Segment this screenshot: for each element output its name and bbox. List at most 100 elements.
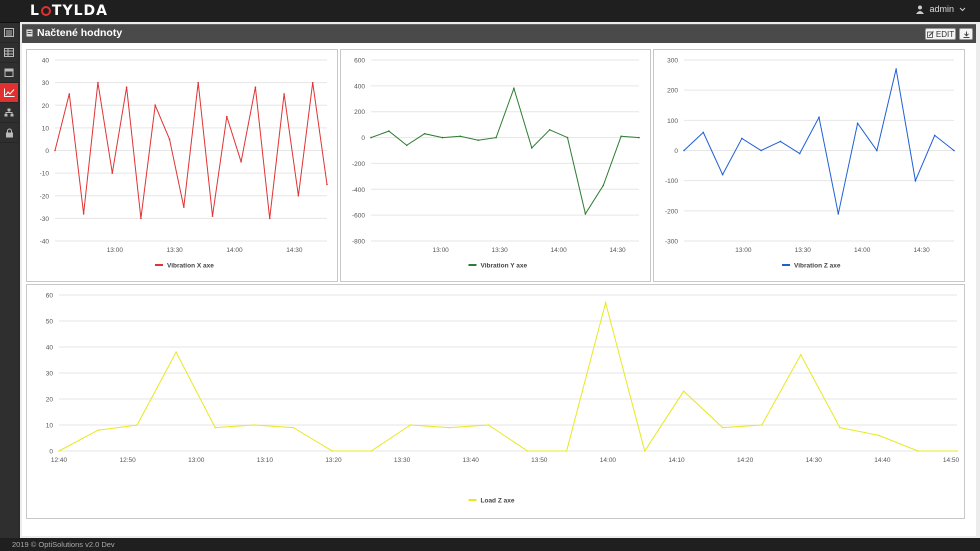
data-point	[604, 302, 607, 304]
line-chart-icon	[3, 88, 14, 97]
user-menu[interactable]: admin	[916, 4, 966, 14]
sidebar-item-table[interactable]	[0, 43, 18, 63]
edit-button[interactable]: EDIT	[925, 28, 956, 40]
x-tick-label: 13:00	[188, 457, 205, 464]
chart-load-z-svg: 60 50 40 30 20 10 012:40 12:50 13:00 13:10 13:20 13…	[46, 293, 960, 505]
data-point	[54, 149, 56, 152]
data-point	[721, 426, 724, 429]
legend-label[interactable]: Vibration X axe	[167, 263, 214, 270]
footer-text: 2019 © OptiSolutions v2.0 Dev	[12, 540, 115, 549]
data-point	[311, 81, 314, 84]
data-point	[331, 450, 334, 452]
data-point	[409, 424, 412, 426]
data-point	[895, 68, 897, 70]
data-point	[548, 129, 551, 131]
chart-vibration-z-svg: 300 200 100 0 -100 -200 -300 13:00 13:30 14:00 14:…	[665, 58, 955, 270]
data-point	[111, 172, 114, 174]
sidebar-item-charts[interactable]	[0, 83, 18, 103]
sidebar-item-structure[interactable]	[0, 103, 18, 123]
footer: 2019 © OptiSolutions v2.0 Dev	[0, 538, 980, 551]
data-point	[917, 450, 919, 452]
series-line-vibration-y	[370, 86, 640, 216]
x-tick-label: 14:00	[854, 247, 871, 254]
y-tick-label: -20	[40, 193, 50, 200]
sidebar-item-security[interactable]	[0, 123, 18, 143]
x-tick-label: 13:00	[107, 247, 124, 254]
data-point	[326, 183, 328, 186]
data-point	[183, 206, 185, 208]
data-point	[370, 450, 373, 452]
chart-load-z: 60 50 40 30 20 10 0 12:40 12:50 13:00 13:10 13:20 13…	[26, 284, 965, 519]
y-tick-label: -10	[40, 171, 50, 178]
x-tick-label: 13:30	[795, 247, 812, 254]
data-point	[175, 351, 177, 353]
x-tick-label: 14:40	[874, 457, 891, 464]
data-point	[168, 138, 171, 140]
data-point	[487, 424, 490, 426]
data-point	[441, 136, 444, 139]
data-point	[876, 149, 878, 152]
x-tick-label: 14:00	[550, 247, 567, 254]
chart-vibration-x-svg: 40 30 20 10 0 -10 -20 -30 -40 13:00 13:30 14:00 14:3…	[40, 58, 328, 270]
data-point	[856, 122, 859, 125]
data-point	[253, 424, 256, 426]
y-tick-label: -300	[665, 239, 678, 246]
x-tick-label: 14:50	[943, 457, 960, 464]
lock-icon	[5, 128, 13, 137]
download-button[interactable]	[959, 28, 973, 40]
app-logo[interactable]: L TYLDA	[30, 3, 108, 19]
dashboard-icon	[4, 28, 14, 37]
sidebar-item-archive[interactable]	[0, 63, 18, 83]
data-point	[211, 215, 214, 217]
download-icon	[963, 31, 969, 38]
y-tick-label: -30	[40, 216, 50, 223]
chart-vibration-y-svg: 600 400 200 0 -200 -400 -600 -800 13:00 13:30 14:0…	[352, 58, 640, 270]
y-tick-label: 0	[674, 148, 678, 155]
sidebar-item-dashboard[interactable]	[0, 23, 18, 43]
data-point	[125, 86, 128, 88]
y-tick-label: -400	[352, 187, 365, 194]
data-point	[58, 450, 60, 452]
x-tick-label: 13:10	[257, 457, 274, 464]
document-icon	[26, 29, 33, 37]
data-point	[837, 213, 840, 215]
data-point	[283, 93, 285, 95]
data-point	[643, 450, 646, 452]
y-tick-label: 0	[361, 135, 365, 142]
x-tick-label: 14:30	[286, 247, 303, 254]
chevron-down-icon	[959, 7, 966, 11]
edit-button-label: EDIT	[935, 29, 955, 39]
panel-header: Načtené hodnoty EDIT	[22, 24, 976, 43]
data-point	[839, 426, 841, 429]
data-point	[405, 144, 408, 147]
table-icon	[4, 48, 14, 57]
data-point	[370, 136, 372, 139]
y-tick-label: 50	[46, 319, 54, 326]
series-line-vibration-z	[683, 68, 955, 214]
x-tick-label: 14:00	[600, 457, 617, 464]
chart-vibration-z: 300 200 100 0 -100 -200 -300 13:00 13:30 14:00 14:…	[653, 49, 965, 282]
x-tick-label: 13:20	[325, 457, 342, 464]
data-point	[68, 93, 71, 95]
legend-label[interactable]: Vibration Z axe	[794, 263, 841, 270]
x-tick-label: 14:10	[668, 457, 685, 464]
data-point	[800, 354, 802, 356]
page-title: Načtené hodnoty	[26, 27, 122, 39]
x-tick-label: 13:00	[433, 247, 450, 254]
data-point	[779, 140, 782, 143]
y-tick-label: 600	[354, 58, 365, 65]
legend-label[interactable]: Vibration Y axe	[481, 263, 528, 270]
top-bar: L TYLDA admin	[0, 0, 980, 23]
x-tick-label: 12:50	[119, 457, 136, 464]
data-point	[914, 179, 917, 182]
y-tick-label: -800	[352, 239, 365, 246]
y-tick-label: -200	[665, 208, 678, 215]
data-point	[214, 426, 216, 429]
legend-label[interactable]: Load Z axe	[481, 498, 515, 505]
data-point	[933, 134, 936, 137]
user-icon	[916, 5, 925, 14]
y-tick-label: 100	[667, 118, 678, 125]
x-tick-label: 13:00	[735, 247, 752, 254]
y-tick-label: 30	[42, 80, 50, 87]
y-tick-label: 40	[46, 345, 54, 352]
